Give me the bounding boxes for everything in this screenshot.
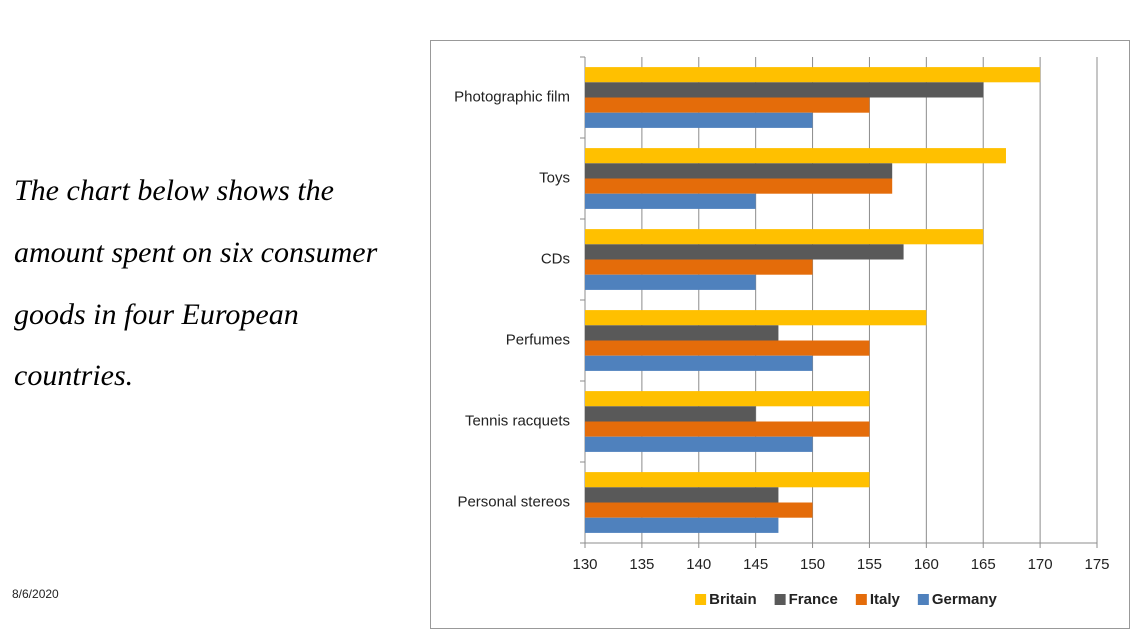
x-tick-label: 135 xyxy=(629,556,654,573)
bar xyxy=(585,82,984,98)
x-tick-label: 145 xyxy=(743,556,768,573)
y-tick-label: Photographic film xyxy=(454,88,570,105)
bar xyxy=(585,244,904,260)
intro-line: The chart below shows the xyxy=(14,174,334,207)
bar xyxy=(585,193,756,209)
date: 8/6/2020 xyxy=(12,587,59,601)
intro-line: goods in four European xyxy=(14,298,299,331)
x-tick-label: 165 xyxy=(971,556,996,573)
bar xyxy=(585,112,813,128)
legend-swatch xyxy=(695,594,707,605)
x-tick-label: 150 xyxy=(800,556,825,573)
legend-label: Germany xyxy=(932,591,998,608)
legend-swatch xyxy=(917,594,929,605)
bar xyxy=(585,340,870,356)
x-tick-label: 130 xyxy=(572,556,597,573)
bar xyxy=(585,259,813,275)
intro-line: amount spent on six consumer xyxy=(14,236,378,269)
bar xyxy=(585,229,984,245)
bar xyxy=(585,163,893,179)
bar xyxy=(585,178,893,194)
bar xyxy=(585,406,756,422)
bar xyxy=(585,97,870,113)
x-tick-label: 170 xyxy=(1028,556,1053,573)
bar xyxy=(585,436,813,452)
bar xyxy=(585,421,870,437)
x-tick-label: 175 xyxy=(1084,556,1109,573)
bar xyxy=(585,472,870,488)
bar xyxy=(585,325,779,341)
legend-label: France xyxy=(789,591,838,608)
bar xyxy=(585,502,813,518)
bar xyxy=(585,148,1006,164)
bar xyxy=(585,274,756,290)
legend-swatch xyxy=(774,594,786,605)
legend-label: Italy xyxy=(870,591,901,608)
x-tick-label: 155 xyxy=(857,556,882,573)
bar xyxy=(585,310,927,326)
intro-line: countries. xyxy=(14,359,133,392)
legend-label: Britain xyxy=(709,591,757,608)
bar xyxy=(585,391,870,407)
bar xyxy=(585,487,779,503)
y-tick-label: Tennis racquets xyxy=(465,412,570,429)
bar xyxy=(585,517,779,533)
y-tick-label: Toys xyxy=(539,169,570,186)
bar xyxy=(585,67,1041,83)
legend-swatch xyxy=(855,594,867,605)
x-tick-label: 140 xyxy=(686,556,711,573)
bar xyxy=(585,355,813,371)
y-tick-label: Personal stereos xyxy=(457,493,570,510)
y-tick-label: CDs xyxy=(541,250,570,267)
y-tick-label: Perfumes xyxy=(506,331,570,348)
x-tick-label: 160 xyxy=(914,556,939,573)
chart-frame xyxy=(430,40,1130,629)
